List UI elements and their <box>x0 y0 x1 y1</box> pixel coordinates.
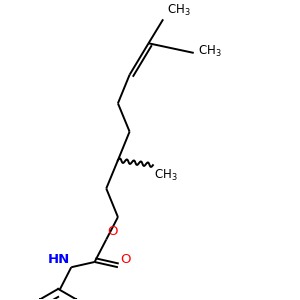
Text: CH$_3$: CH$_3$ <box>154 167 178 183</box>
Text: HN: HN <box>48 253 70 266</box>
Text: CH$_3$: CH$_3$ <box>167 3 191 18</box>
Text: O: O <box>120 253 131 266</box>
Text: O: O <box>108 225 118 238</box>
Text: CH$_3$: CH$_3$ <box>198 44 222 59</box>
